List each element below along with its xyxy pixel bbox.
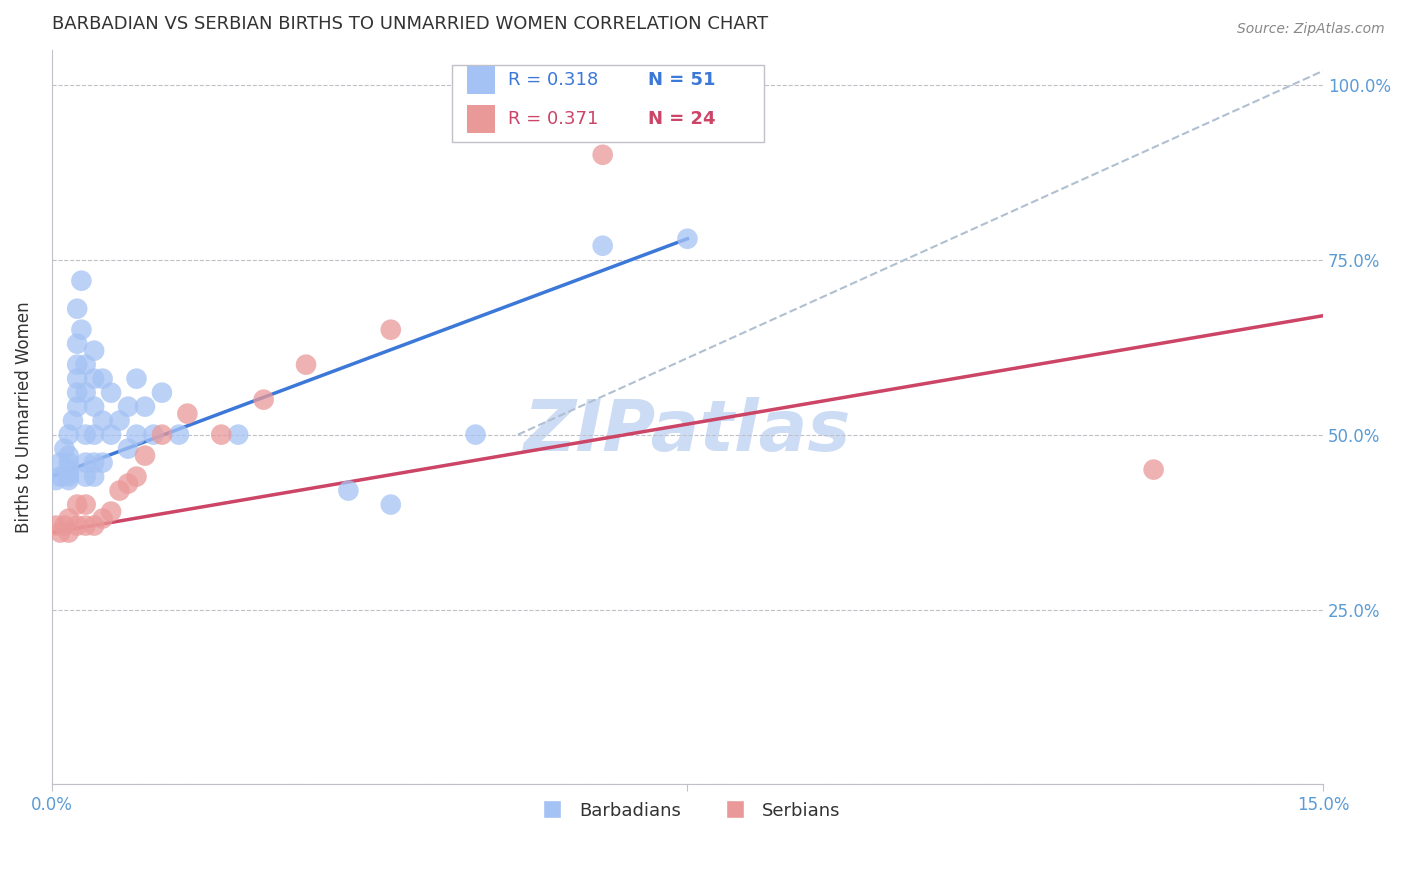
- Point: [58, 427, 80, 442]
- Point: [58, 473, 80, 487]
- Point: [58, 469, 80, 483]
- Point: [75, 518, 97, 533]
- Point: [83, 456, 105, 470]
- Point: [58, 511, 80, 525]
- Point: [83, 518, 105, 533]
- Point: [100, 385, 122, 400]
- Point: [53, 518, 76, 533]
- Point: [83, 469, 105, 483]
- Point: [380, 323, 402, 337]
- Point: [66, 498, 89, 512]
- Point: [75, 385, 97, 400]
- Point: [58, 462, 80, 476]
- Point: [66, 301, 89, 316]
- Text: R = 0.371: R = 0.371: [508, 110, 599, 128]
- Point: [125, 469, 148, 483]
- Point: [592, 148, 614, 162]
- Point: [49, 456, 72, 470]
- Y-axis label: Births to Unmarried Women: Births to Unmarried Women: [15, 301, 32, 533]
- Point: [117, 442, 139, 456]
- Point: [108, 414, 131, 428]
- Point: [295, 358, 318, 372]
- Point: [91, 511, 114, 525]
- Point: [66, 518, 89, 533]
- Point: [66, 336, 89, 351]
- Point: [53, 442, 76, 456]
- Point: [125, 427, 148, 442]
- Point: [150, 427, 173, 442]
- Point: [134, 400, 156, 414]
- Point: [167, 427, 190, 442]
- Point: [70, 274, 93, 288]
- Point: [83, 427, 105, 442]
- Point: [49, 525, 72, 540]
- Text: ZIPatlas: ZIPatlas: [524, 397, 851, 467]
- Point: [91, 371, 114, 385]
- Point: [66, 385, 89, 400]
- Point: [49, 469, 72, 483]
- Point: [1142, 462, 1164, 476]
- Point: [70, 323, 93, 337]
- Point: [75, 498, 97, 512]
- Text: BARBADIAN VS SERBIAN BIRTHS TO UNMARRIED WOMEN CORRELATION CHART: BARBADIAN VS SERBIAN BIRTHS TO UNMARRIED…: [52, 15, 768, 33]
- Bar: [467, 66, 495, 95]
- Point: [83, 400, 105, 414]
- Point: [58, 525, 80, 540]
- Point: [253, 392, 276, 407]
- Point: [45, 518, 67, 533]
- Point: [337, 483, 360, 498]
- Point: [91, 456, 114, 470]
- Point: [676, 232, 699, 246]
- Point: [83, 343, 105, 358]
- Text: N = 24: N = 24: [648, 110, 716, 128]
- Point: [142, 427, 165, 442]
- Point: [75, 456, 97, 470]
- Point: [75, 358, 97, 372]
- Point: [58, 449, 80, 463]
- Point: [108, 483, 131, 498]
- Point: [150, 385, 173, 400]
- Point: [464, 427, 486, 442]
- Point: [75, 469, 97, 483]
- Text: R = 0.318: R = 0.318: [508, 71, 599, 89]
- Text: Source: ZipAtlas.com: Source: ZipAtlas.com: [1237, 22, 1385, 37]
- Point: [83, 371, 105, 385]
- Point: [75, 427, 97, 442]
- Point: [380, 498, 402, 512]
- Point: [100, 505, 122, 519]
- Point: [45, 473, 67, 487]
- Point: [176, 407, 198, 421]
- Point: [125, 371, 148, 385]
- Point: [58, 456, 80, 470]
- Point: [62, 414, 84, 428]
- Point: [209, 427, 232, 442]
- Point: [117, 400, 139, 414]
- FancyBboxPatch shape: [453, 64, 763, 142]
- Point: [592, 238, 614, 252]
- Point: [91, 414, 114, 428]
- Point: [66, 371, 89, 385]
- Point: [134, 449, 156, 463]
- Point: [226, 427, 249, 442]
- Point: [58, 466, 80, 480]
- Legend: Barbadians, Serbians: Barbadians, Serbians: [527, 795, 848, 827]
- Text: N = 51: N = 51: [648, 71, 716, 89]
- Point: [100, 427, 122, 442]
- Bar: [467, 105, 495, 133]
- Point: [117, 476, 139, 491]
- Point: [66, 358, 89, 372]
- Point: [66, 400, 89, 414]
